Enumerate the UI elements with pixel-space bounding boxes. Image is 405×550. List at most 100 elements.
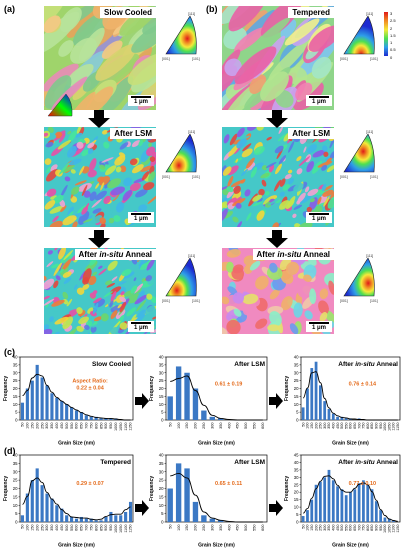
x-tick-label: 350 [50,525,54,531]
intensity-legend: 3 2.5 2 1.5 1 0.5 0 [384,10,402,60]
y-tick-label: 20 [159,386,164,391]
histogram-bar [175,463,182,523]
x-tick-label: 1150 [396,525,400,533]
histogram-bar [323,401,327,420]
aspect-ratio-value: 0.76 ± 0.14 [349,381,377,387]
histogram-bar [89,518,93,522]
pole-figure-a1: [001] [101] [111] [162,12,200,61]
histogram-title: After LSM [234,361,265,368]
x-axis-label: Grain Size (nm) [58,543,95,549]
x-tick-label: 650 [80,423,84,429]
x-tick-label: 800 [366,423,370,429]
histogram-bar [310,499,314,522]
histogram-bar [349,492,352,522]
histogram-bar [128,501,133,522]
x-tick-label: 250 [40,525,44,531]
scalebar: 1 μm [128,321,154,332]
histogram-bar [201,515,207,522]
x-tick-label: 350 [327,525,331,531]
y-tick-label: 5 [296,410,299,415]
ebsd-map-b-after-lsm: After LSM 1 μm [222,127,334,227]
histogram-bar [327,469,331,522]
x-tick-label: 950 [109,423,113,429]
y-tick-label: 35 [294,467,299,472]
histogram-bar [331,480,335,522]
ipf-label-001: [001] [340,175,348,179]
histogram-bar [104,418,108,420]
x-tick-label: 1150 [396,423,400,431]
x-tick-label: 50 [301,423,305,427]
x-tick-label: 900 [375,525,379,531]
histogram-bar [50,498,54,522]
x-tick-label: 700 [85,525,89,531]
x-tick-label: 950 [109,525,113,531]
x-tick-label: 200 [314,423,318,429]
histogram-bar [55,397,59,420]
right-arrow-c1 [135,393,149,409]
x-axis-label: Grain Size (nm) [58,441,95,447]
fit-curve [302,371,398,421]
histogram-bar [65,404,69,420]
histogram-bar [327,408,331,420]
legend-tick-labels: 3 2.5 2 1.5 1 0.5 0 [390,10,396,60]
y-tick-label: 40 [294,460,299,465]
histogram-bar [25,388,29,420]
map-label-after-lsm: After LSM [110,128,156,139]
histogram-bar [209,518,215,522]
histogram-bar [318,385,322,420]
histogram-title: After LSM [234,459,265,466]
legend-tick: 0.5 [390,47,396,53]
histogram-bar [167,396,173,421]
y-tick-label: 0 [161,418,164,423]
x-tick-label: 600 [261,525,265,531]
y-tick-label: 35 [159,461,164,466]
y-tick-label: 35 [13,362,18,367]
y-tick-label: 10 [294,402,299,407]
aspect-ratio-label: Aspect Ratio: [72,378,108,384]
x-tick-label: 600 [261,423,265,429]
x-tick-label: 800 [366,525,370,531]
x-tick-label: 150 [310,423,314,429]
y-tick-label: 5 [15,410,18,415]
x-tick-label: 200 [314,525,318,531]
pole-figure-b1: [001] [101] [111] [340,12,378,61]
histogram-b-after-anneal: 0 5 10 15 20 25 30 35 40 45 50 100 150 200 250 300 350 40… [284,453,401,548]
x-tick-label: 1100 [124,423,128,431]
histogram-bar [89,416,93,420]
scalebar: 1 μm [306,212,332,223]
x-axis-label: Grain Size (nm) [198,543,235,549]
y-tick-label: 45 [294,453,299,458]
x-tick-label: 1000 [383,423,387,431]
histogram-bar [392,520,395,522]
y-tick-label: 0 [296,520,299,525]
y-tick-label: 10 [294,505,299,510]
y-axis-label: Frequency [284,376,290,402]
histogram-title: Tempered [100,459,131,466]
x-tick-label: 1100 [392,525,396,533]
histogram-bar [192,501,199,522]
histogram-bar [314,484,318,522]
x-tick-label: 600 [75,423,79,429]
y-tick-label: 5 [296,512,299,517]
histogram-bar [65,515,69,522]
histogram-bar [340,489,344,522]
x-tick-label: 50 [301,525,305,529]
histogram-bar [175,366,182,420]
histogram-b-after-lsm: 0 5 10 15 20 25 30 35 40 50 100 150 200 250 300 350 400 4… [149,453,268,549]
x-tick-label: 1150 [129,423,133,431]
x-tick-label: 750 [89,423,93,429]
ipf-label-001: [001] [162,57,170,61]
x-tick-label: 950 [379,423,383,429]
y-tick-label: 25 [13,478,18,483]
histogram-bar [301,516,305,522]
histogram-bar [374,501,378,522]
y-tick-label: 25 [294,378,299,383]
legend-tick: 0 [390,54,393,60]
aspect-ratio-value: 0.77 ± 0.10 [349,481,376,487]
right-arrow-d1 [135,500,149,516]
scalebar: 1 μm [306,95,332,106]
histogram-bar [306,510,309,522]
ipf-label-001: [001] [162,299,170,303]
x-tick-label: 200 [35,423,39,429]
x-tick-label: 50 [21,525,25,529]
